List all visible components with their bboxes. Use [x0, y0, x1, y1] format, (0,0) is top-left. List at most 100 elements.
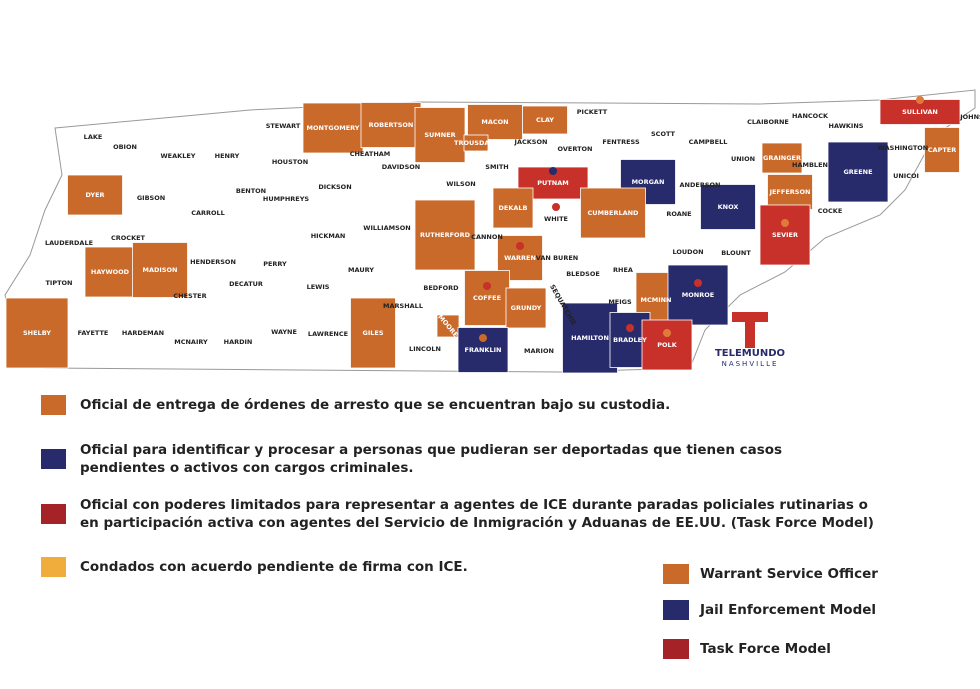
- county-label: LAUDERDALE: [45, 239, 93, 247]
- county-region: [562, 302, 618, 374]
- county-label: WILSON: [446, 180, 475, 188]
- key-swatch: [663, 600, 689, 620]
- legend-swatch: [41, 449, 66, 469]
- legend-text: Oficial de entrega de órdenes de arresto…: [80, 397, 670, 413]
- county-label: SULLIVAN: [902, 108, 938, 116]
- county-label: GRUNDY: [511, 304, 542, 312]
- legend-swatch: [41, 557, 66, 577]
- county-region: [84, 246, 136, 298]
- key-swatch: [663, 564, 689, 584]
- pending-dot: [781, 219, 789, 227]
- county-label: HAMBLEN: [792, 161, 828, 169]
- county-label: JACKSON: [514, 138, 548, 146]
- county-region: [505, 287, 547, 329]
- county-label: CANNON: [471, 233, 503, 241]
- county-label: COFFEE: [473, 294, 501, 302]
- county-label: MONROE: [682, 291, 714, 299]
- county-label: BLOUNT: [721, 249, 751, 257]
- county-label: CLAY: [536, 116, 554, 124]
- county-label: MCNAIRY: [174, 338, 208, 346]
- pending-dot: [663, 329, 671, 337]
- county-label: KNOX: [718, 203, 739, 211]
- logo-brand: TELEMUNDO: [715, 348, 785, 359]
- county-label: LEWIS: [307, 283, 330, 291]
- county-label: WASHINGTON: [878, 144, 929, 152]
- pending-dot: [549, 167, 557, 175]
- key-text: Task Force Model: [700, 641, 831, 657]
- county-label: WEAKLEY: [161, 152, 196, 160]
- county-label: WILLIAMSON: [363, 224, 410, 232]
- legend-swatch: [41, 504, 66, 524]
- county-label: DEKALB: [499, 204, 528, 212]
- county-label: RHEA: [613, 266, 633, 274]
- county-region: [67, 174, 123, 216]
- county-region: [759, 204, 811, 266]
- county-region: [436, 314, 460, 338]
- county-label: POLK: [657, 341, 677, 349]
- logo: TELEMUNDO NASHVILLE: [715, 312, 785, 368]
- county-label: TIPTON: [45, 279, 72, 287]
- county-label: DAVIDSON: [382, 163, 420, 171]
- county-label: VAN BUREN: [536, 254, 578, 262]
- pending-dot: [916, 96, 924, 104]
- county-label: PICKETT: [577, 108, 608, 116]
- county-label: HANCOCK: [792, 112, 829, 120]
- county-label: HENDERSON: [190, 258, 236, 266]
- county-label: CLAIBORNE: [747, 118, 789, 126]
- county-label: LINCOLN: [409, 345, 441, 353]
- county-region: [350, 297, 396, 369]
- county-label: FRANKLIN: [465, 346, 502, 354]
- county-label: SCOTT: [651, 130, 676, 138]
- pending-dot: [694, 279, 702, 287]
- county-label: OBION: [113, 143, 137, 151]
- county-label: CAMPBELL: [689, 138, 728, 146]
- key-swatch: [663, 639, 689, 659]
- county-label: CUMBERLAND: [588, 209, 640, 217]
- legend-text: Condados con acuerdo pendiente de firma …: [80, 559, 468, 575]
- logo-mark: [732, 312, 768, 348]
- pending-dot: [552, 203, 560, 211]
- county-region: [641, 319, 693, 371]
- county-label: HAYWOOD: [91, 268, 130, 276]
- county-region: [492, 187, 534, 229]
- county-region: [5, 297, 69, 369]
- legend-text: pendientes o activos con cargos criminal…: [80, 460, 414, 476]
- county-region: [414, 199, 476, 271]
- county-label: CHESTER: [173, 292, 206, 300]
- county-label: HENRY: [215, 152, 240, 160]
- county-label: MEIGS: [608, 298, 632, 306]
- county-label: BEDFORD: [423, 284, 459, 292]
- county-region: [580, 187, 646, 239]
- county-label: UNICOI: [893, 172, 919, 180]
- county-region: [467, 104, 523, 140]
- county-label: JOHNS: [959, 113, 980, 121]
- county-label: SHELBY: [23, 329, 51, 337]
- key-text: Jail Enforcement Model: [699, 602, 876, 618]
- county-label: DYER: [85, 191, 104, 199]
- county-label: PUTNAM: [537, 179, 568, 187]
- county-label: FAYETTE: [78, 329, 109, 337]
- county-label: ROANE: [666, 210, 691, 218]
- county-region: [302, 102, 364, 154]
- county-label: DICKSON: [318, 183, 351, 191]
- key-text: Warrant Service Officer: [700, 566, 878, 582]
- county-region: [522, 105, 568, 135]
- pending-dot: [479, 334, 487, 342]
- county-label: GREENE: [843, 168, 872, 176]
- county-label: SUMNER: [424, 131, 455, 139]
- county-label: WARREN: [504, 254, 536, 262]
- county-label: MORGAN: [632, 178, 665, 186]
- county-label: COCKE: [818, 207, 843, 215]
- county-label: MONTGOMERY: [307, 124, 360, 132]
- county-label: JEFFERSON: [769, 188, 811, 196]
- county-label: HARDEMAN: [122, 329, 164, 337]
- county-label: MARSHALL: [383, 302, 423, 310]
- county-label: CAPTER: [928, 146, 956, 154]
- county-region: [463, 134, 489, 152]
- county-region: [761, 142, 803, 174]
- county-label: ANDERSON: [680, 181, 721, 189]
- county-label: SEVIER: [772, 231, 798, 239]
- county-label: ROBERTSON: [369, 121, 414, 129]
- county-region: [827, 141, 889, 203]
